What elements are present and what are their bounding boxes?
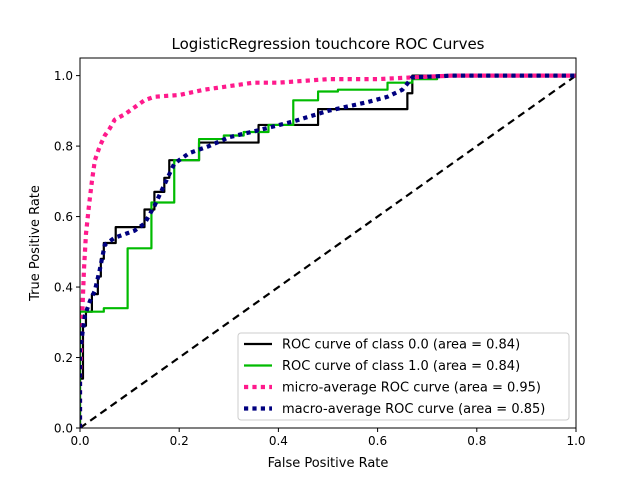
y-tick-label: 0.4 (54, 281, 73, 295)
plot-frame (79, 57, 577, 429)
y-tick-label: 0.6 (54, 210, 73, 224)
x-tick-label: 0.8 (467, 434, 486, 448)
x-axis-ticks: 0.0 0.2 0.4 0.6 0.8 1.0 (70, 428, 586, 448)
legend-box (237, 332, 570, 421)
series-line-2 (80, 73, 576, 428)
x-tick-label: 0.6 (368, 434, 387, 448)
legend-label: micro-average ROC curve (area = 0.95) (282, 381, 541, 396)
y-tick-label: 0.2 (54, 351, 73, 365)
x-axis-label: False Positive Rate (268, 456, 389, 471)
legend-label: macro-average ROC curve (area = 0.85) (282, 402, 545, 417)
legend-label: ROC curve of class 1.0 (area = 0.84) (282, 359, 520, 374)
legend-items: ROC curve of class 0.0 (area = 0.84) ROC … (244, 338, 545, 417)
y-tick-label: 0.0 (54, 422, 73, 436)
x-tick-label: 0.4 (269, 434, 288, 448)
legend: ROC curve of class 0.0 (area = 0.84) ROC … (237, 332, 570, 421)
y-axis-label: True Positive Rate (28, 185, 43, 302)
y-axis-ticks: 0.0 0.2 0.4 0.6 0.8 1.0 (54, 69, 80, 436)
series-line-1 (80, 74, 576, 428)
plot-area (79, 57, 577, 429)
chart-title: LogisticRegression touchcore ROC Curves (171, 35, 484, 53)
legend-label: ROC curve of class 0.0 (area = 0.84) (282, 338, 520, 353)
series-layer (80, 73, 576, 428)
y-tick-label: 0.8 (54, 140, 73, 154)
x-tick-label: 1.0 (566, 434, 585, 448)
y-tick-label: 1.0 (54, 69, 73, 83)
x-tick-label: 0.2 (170, 434, 189, 448)
series-line-4 (80, 74, 576, 428)
x-tick-label: 0.0 (70, 434, 89, 448)
series-line-3 (80, 73, 576, 428)
